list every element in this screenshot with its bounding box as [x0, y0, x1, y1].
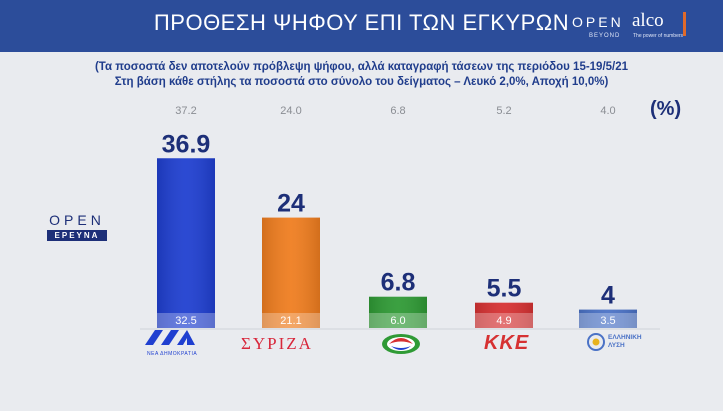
open-research-logo: OPEN ΕΡΕΥΝΑ: [47, 212, 107, 241]
header-band: ΠΡΟΘΕΣΗ ΨΗΦΟΥ ΕΠΙ ΤΩΝ ΕΓΚΥΡΩΝ OPEN BEYON…: [0, 0, 723, 52]
bar-shade-el: [579, 309, 637, 328]
note-line-1: (Τα ποσοστά δεν αποτελούν πρόβλεψη ψήφου…: [94, 61, 629, 73]
nd-logo-icon: [145, 330, 195, 345]
bar-shade-kke: [475, 302, 533, 328]
base-label-syriza: 21.1: [280, 315, 301, 327]
note-line-2: Στη βάση κάθε στήλης τα ποσοστά στο σύνο…: [114, 75, 609, 88]
bar-shade-syriza: [262, 217, 320, 328]
bar-base-band-syriza: [262, 313, 320, 328]
brand-beyond: BEYOND: [589, 33, 621, 39]
base-label-el: 3.5: [600, 315, 615, 327]
bar-shade-kinal: [369, 296, 427, 328]
brand-alco-tagline: The power of numbers: [633, 33, 684, 39]
syriza-logo: ΣΥΡΙΖΑ: [241, 334, 313, 354]
value-label-el: 4: [601, 282, 615, 310]
brand-open: OPEN: [572, 14, 624, 30]
base-label-kinal: 6.0: [390, 315, 405, 327]
kinal-logo-icon: [382, 334, 420, 354]
base-label-kke: 4.9: [496, 315, 511, 327]
kke-logo-text: ΚΚΕ: [484, 332, 530, 354]
bar-base-band-kke: [475, 313, 533, 328]
kke-logo: ΚΚΕ: [484, 332, 529, 355]
previous-label-kinal: 6.8: [390, 105, 405, 117]
bar-base-band-nd: [157, 313, 215, 328]
bar-base-band-el: [579, 313, 637, 328]
chart-title: ΠΡΟΘΕΣΗ ΨΗΦΟΥ ΕΠΙ ΤΩΝ ΕΓΚΥΡΩΝ: [153, 10, 570, 35]
elliniki-lysi-logo-icon: [587, 333, 605, 351]
nd-logo-subtitle: ΝΕΑ ΔΗΜΟΚΡΑΤΙΑ: [147, 351, 198, 357]
value-label-nd: 36.9: [162, 130, 211, 158]
base-label-nd: 32.5: [175, 315, 196, 327]
open-logo-word: OPEN: [49, 212, 105, 228]
previous-label-nd: 37.2: [175, 105, 196, 117]
value-label-kke: 5.5: [487, 275, 522, 303]
elliniki-lysi-logo-text: ΕΛΛΗΝΙΚΗ ΛΥΣΗ: [608, 334, 642, 349]
bar-base-band-kinal: [369, 313, 427, 328]
value-label-kinal: 6.8: [381, 269, 416, 297]
bar-shade-nd: [157, 158, 215, 328]
previous-label-syriza: 24.0: [280, 105, 301, 117]
kinal-logo: [379, 330, 423, 361]
nd-logo: ΝΕΑ ΔΗΜΟΚΡΑΤΙΑ: [137, 328, 217, 357]
open-logo-tag: ΕΡΕΥΝΑ: [47, 230, 107, 241]
unit-label: (%): [650, 98, 682, 120]
subtitle-notes: (Τα ποσοστά δεν αποτελούν πρόβλεψη ψήφου…: [0, 60, 723, 89]
value-label-syriza: 24: [277, 190, 305, 218]
previous-label-el: 4.0: [600, 105, 615, 117]
brand-alco: alco: [632, 10, 664, 31]
previous-label-kke: 5.2: [496, 105, 511, 117]
syriza-logo-text: ΣΥΡΙΖΑ: [241, 334, 313, 353]
brand-accent-bar: [683, 12, 686, 36]
